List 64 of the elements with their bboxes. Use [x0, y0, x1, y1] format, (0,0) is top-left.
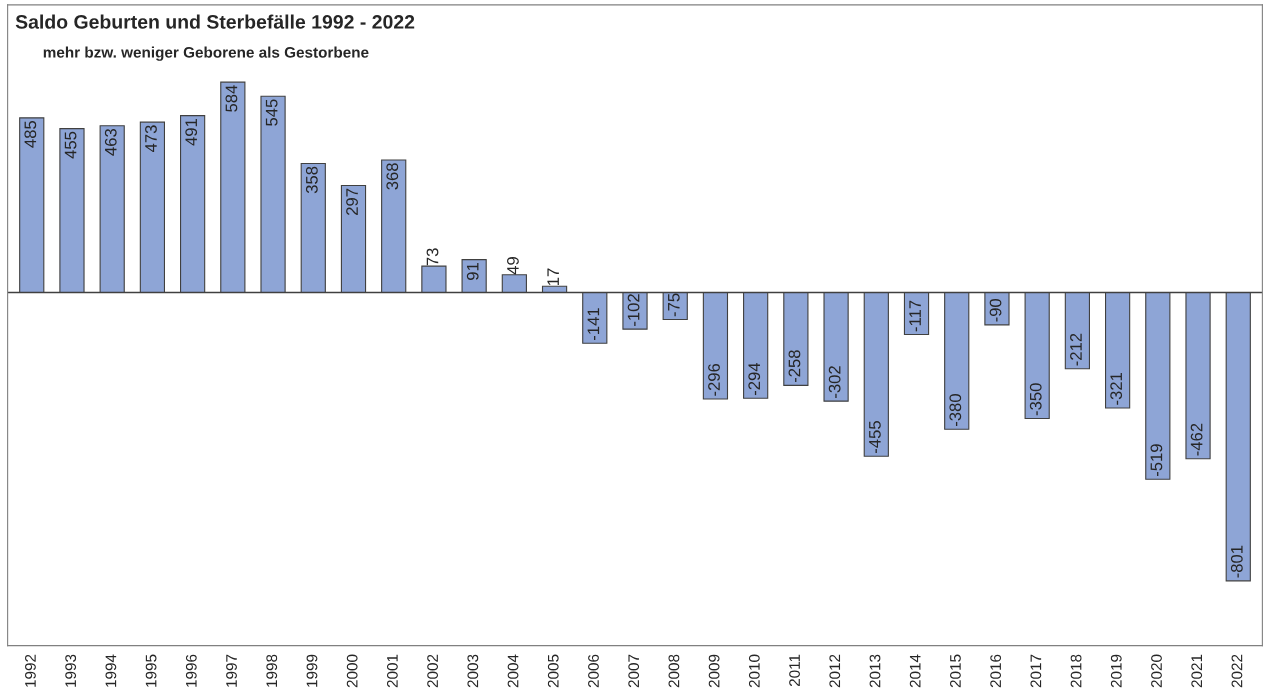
data-label: -294 [748, 362, 761, 396]
data-label: -455 [869, 421, 881, 454]
x-tick-label: 2011 [789, 654, 800, 687]
data-label: -75 [668, 293, 680, 317]
x-tick-label: 2006 [588, 654, 599, 688]
x-tick-label: 2000 [346, 654, 358, 688]
x-tick-label: 2014 [909, 654, 921, 688]
data-label: -801 [1230, 545, 1243, 578]
data-label: -212 [1070, 333, 1082, 366]
data-label: 584 [225, 85, 238, 112]
data-label: -258 [788, 350, 801, 383]
data-label: 368 [386, 163, 399, 190]
x-tick-label: 2022 [1231, 654, 1243, 688]
data-label: -296 [708, 363, 720, 396]
x-tick-label: 2002 [427, 654, 439, 688]
x-tick-label: 2012 [829, 654, 841, 688]
data-label: -102 [627, 294, 640, 326]
x-tick-label: 1995 [145, 654, 157, 687]
x-tick-label: 1998 [266, 654, 278, 687]
x-tick-label: 2003 [467, 654, 479, 688]
x-tick-label: 2021 [1191, 654, 1203, 688]
data-label: -302 [828, 366, 841, 398]
data-label: 545 [265, 99, 278, 126]
x-tick-label: 2001 [386, 654, 398, 688]
x-tick-label: 2019 [1110, 654, 1122, 688]
x-tick-label: 2017 [1030, 654, 1042, 688]
data-label: -117 [909, 300, 921, 332]
x-tick-label: 1994 [105, 654, 117, 687]
x-tick-label: 1999 [306, 654, 318, 687]
data-label: -519 [1150, 444, 1163, 477]
x-tick-label: 2009 [708, 654, 720, 688]
data-label: -462 [1190, 423, 1203, 456]
x-tick-label: 2010 [748, 654, 760, 688]
data-label: 49 [507, 257, 519, 275]
data-label: -141 [587, 308, 600, 340]
x-tick-label: 1992 [25, 654, 36, 687]
data-label: -380 [949, 394, 962, 427]
data-label: 297 [346, 188, 358, 215]
chart-subtitle: mehr bzw. weniger Geborene als Gestorbene [43, 46, 369, 61]
x-tick-label: 2016 [990, 654, 1002, 688]
data-label: 91 [466, 262, 479, 280]
x-tick-label: 2018 [1070, 654, 1082, 688]
x-tick-label: 1993 [65, 654, 77, 687]
data-label: 17 [547, 268, 559, 286]
x-tick-label: 2004 [507, 654, 519, 688]
x-tick-label: 1996 [185, 654, 197, 687]
x-tick-label: 2020 [1151, 654, 1162, 688]
data-label: 491 [185, 118, 198, 146]
x-tick-label: 2007 [628, 654, 640, 688]
chart-title: Saldo Geburten und Sterbefälle 1992 - 2022 [15, 14, 415, 29]
data-label: 463 [104, 128, 117, 156]
data-label: -321 [1110, 372, 1123, 405]
data-label: 485 [24, 121, 37, 148]
data-label: -350 [1029, 383, 1042, 416]
data-label: 358 [305, 166, 318, 194]
x-tick-label: 2008 [668, 654, 680, 688]
x-tick-label: 2005 [547, 654, 559, 688]
x-tick-label: 2015 [950, 654, 961, 688]
x-tick-label: 2013 [869, 654, 881, 688]
data-label: 73 [426, 248, 439, 266]
data-label: -90 [989, 298, 1002, 322]
data-label: 473 [145, 125, 157, 153]
data-label: 455 [64, 131, 77, 159]
x-tick-label: 1997 [226, 654, 237, 687]
